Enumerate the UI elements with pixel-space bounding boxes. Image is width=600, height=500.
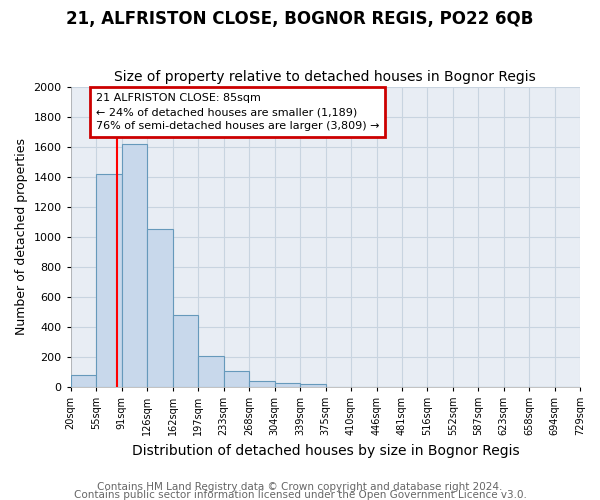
Bar — [275, 383, 300, 386]
Bar — [96, 174, 122, 386]
Bar — [122, 144, 147, 386]
Bar — [300, 384, 326, 386]
Text: Contains public sector information licensed under the Open Government Licence v3: Contains public sector information licen… — [74, 490, 526, 500]
Text: 21, ALFRISTON CLOSE, BOGNOR REGIS, PO22 6QB: 21, ALFRISTON CLOSE, BOGNOR REGIS, PO22 … — [67, 10, 533, 28]
Bar — [71, 374, 96, 386]
X-axis label: Distribution of detached houses by size in Bognor Regis: Distribution of detached houses by size … — [131, 444, 519, 458]
Bar — [224, 371, 249, 386]
Text: Contains HM Land Registry data © Crown copyright and database right 2024.: Contains HM Land Registry data © Crown c… — [97, 482, 503, 492]
Text: 21 ALFRISTON CLOSE: 85sqm
← 24% of detached houses are smaller (1,189)
76% of se: 21 ALFRISTON CLOSE: 85sqm ← 24% of detac… — [96, 93, 379, 131]
Bar — [249, 382, 275, 386]
Bar — [147, 230, 173, 386]
Y-axis label: Number of detached properties: Number of detached properties — [15, 138, 28, 336]
Bar — [173, 314, 198, 386]
Bar — [198, 356, 224, 386]
Title: Size of property relative to detached houses in Bognor Regis: Size of property relative to detached ho… — [115, 70, 536, 85]
